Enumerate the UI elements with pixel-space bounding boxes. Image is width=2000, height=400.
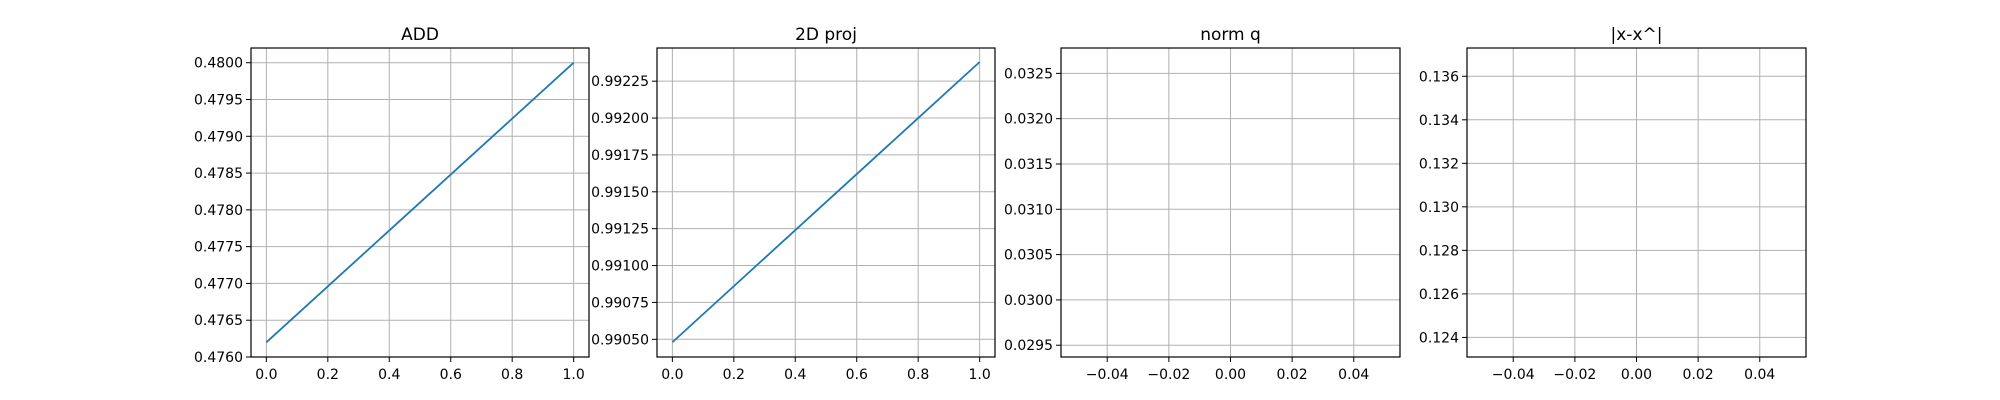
y-tick-label: 0.0315 <box>1004 157 1053 173</box>
x-tick-label: 0.2 <box>317 367 339 383</box>
series-line <box>671 61 981 343</box>
y-tick-label: 0.4800 <box>194 56 243 72</box>
panel-title: norm q <box>1200 25 1261 45</box>
panel-title: ADD <box>401 25 439 45</box>
x-tick-label: 0.4 <box>784 367 806 383</box>
y-tick-label: 0.4770 <box>194 276 243 292</box>
panel-add: 0.0 0.2 0.4 0.6 0.8 1.0 0.4760 0.4765 0.4770 0.47… <box>194 25 590 383</box>
series-line <box>265 62 575 343</box>
x-tick-label: 0.0 <box>661 367 683 383</box>
y-tick-label: 0.4765 <box>194 313 243 329</box>
y-tick-label: 0.136 <box>1419 69 1459 85</box>
panel-2d-proj: 0.0 0.2 0.4 0.6 0.8 1.0 0.99050 0.99075 0.99100 0… <box>591 25 996 383</box>
axes-frame <box>656 47 996 358</box>
y-tick-label: 0.4795 <box>194 93 243 109</box>
y-tick-label: 0.4790 <box>194 129 243 145</box>
x-tick-label: 0.2 <box>723 367 745 383</box>
y-tick-label: 0.0300 <box>1004 293 1053 309</box>
y-tick-label: 0.99100 <box>591 259 649 275</box>
y-tick-label: 0.99175 <box>591 148 649 164</box>
x-tick-label: 0.6 <box>846 367 868 383</box>
y-tick-label: 0.99050 <box>591 332 649 348</box>
y-tick-label: 0.124 <box>1419 330 1459 346</box>
panel-x-minus-xhat: −0.04 −0.02 0.00 0.02 0.04 0.124 0.126 0.128 0.1… <box>1419 25 1807 383</box>
x-tick-label: −0.04 <box>1086 367 1129 383</box>
x-tick-label: −0.02 <box>1553 367 1596 383</box>
y-tick-label: 0.132 <box>1419 156 1459 172</box>
x-tick-label: 0.0 <box>255 367 277 383</box>
axes-frame <box>250 47 590 358</box>
x-tick-label: 0.8 <box>501 367 523 383</box>
panel-title: |x-x^| <box>1611 25 1663 45</box>
y-tick-label: 0.0295 <box>1004 338 1053 354</box>
x-tick-label: 0.04 <box>1744 367 1775 383</box>
y-tick-label: 0.130 <box>1419 200 1459 216</box>
x-tick-label: 0.6 <box>440 367 462 383</box>
panel-title: 2D proj <box>795 25 857 45</box>
y-tick-label: 0.0305 <box>1004 248 1053 264</box>
x-tick-label: 0.04 <box>1338 367 1369 383</box>
y-tick-label: 0.0320 <box>1004 112 1053 128</box>
y-tick-label: 0.99200 <box>591 111 649 127</box>
y-tick-label: 0.4760 <box>194 350 243 366</box>
x-tick-label: −0.04 <box>1492 367 1535 383</box>
x-tick-label: 1.0 <box>563 367 585 383</box>
y-tick-label: 0.4785 <box>194 166 243 182</box>
panel-norm-q: −0.04 −0.02 0.00 0.02 0.04 0.0295 0.0300 0.0305… <box>1004 25 1401 383</box>
x-tick-label: 0.4 <box>378 367 400 383</box>
x-tick-label: 1.0 <box>969 367 991 383</box>
x-tick-label: −0.02 <box>1147 367 1190 383</box>
y-tick-label: 0.0325 <box>1004 66 1053 82</box>
y-tick-label: 0.99075 <box>591 295 649 311</box>
x-tick-label: 0.00 <box>1215 367 1246 383</box>
y-tick-label: 0.134 <box>1419 113 1459 129</box>
y-tick-label: 0.128 <box>1419 243 1459 259</box>
y-tick-label: 0.4780 <box>194 203 243 219</box>
y-tick-label: 0.4775 <box>194 240 243 256</box>
y-tick-label: 0.126 <box>1419 287 1459 303</box>
y-tick-label: 0.0310 <box>1004 202 1053 218</box>
x-tick-label: 0.02 <box>1683 367 1714 383</box>
y-tick-label: 0.99125 <box>591 222 649 238</box>
x-tick-label: 0.8 <box>907 367 929 383</box>
x-tick-label: 0.00 <box>1621 367 1652 383</box>
y-tick-label: 0.99150 <box>591 185 649 201</box>
x-tick-label: 0.02 <box>1277 367 1308 383</box>
y-tick-label: 0.99225 <box>591 74 649 90</box>
